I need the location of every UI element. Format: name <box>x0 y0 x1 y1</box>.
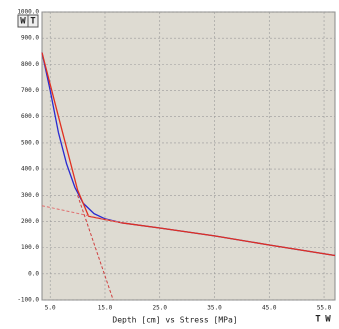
plot-area <box>41 11 336 301</box>
y-tick-label: 800.0 <box>21 61 39 68</box>
y-tick-label: 600.0 <box>21 113 39 120</box>
t-button-label[interactable]: T <box>30 17 36 27</box>
t-button-label[interactable]: T <box>315 315 321 325</box>
y-tick-label: 700.0 <box>21 87 39 94</box>
line <box>77 195 114 301</box>
x-tick-label: 15.0 <box>98 305 113 312</box>
x-tick-label: 5.0 <box>45 305 56 312</box>
y-tick-label: 500.0 <box>21 139 39 146</box>
y-tick-label: 900.0 <box>21 35 39 42</box>
w-button-label[interactable]: W <box>20 17 26 27</box>
y-tick-label: 400.0 <box>21 166 39 173</box>
y-tick-label: 300.0 <box>21 192 39 199</box>
x-tick-label: 55.0 <box>317 305 332 312</box>
x-axis-label: Depth [cm] vs Stress [MPa] <box>112 316 237 325</box>
t-button[interactable] <box>27 14 39 28</box>
x-tick-label: 45.0 <box>262 305 277 312</box>
x-tick-label: 35.0 <box>207 305 222 312</box>
y-tick-label: -100.0 <box>17 297 39 304</box>
y-tick-label: 200.0 <box>21 218 39 225</box>
y-tick-label: 100.0 <box>21 244 39 251</box>
y-tick-label: 1000.0 <box>17 9 39 16</box>
x-tick-label: 25.0 <box>153 305 168 312</box>
w-button-label[interactable]: W <box>325 315 331 325</box>
line <box>41 205 122 224</box>
y-tick-label: 0.0 <box>28 270 39 277</box>
